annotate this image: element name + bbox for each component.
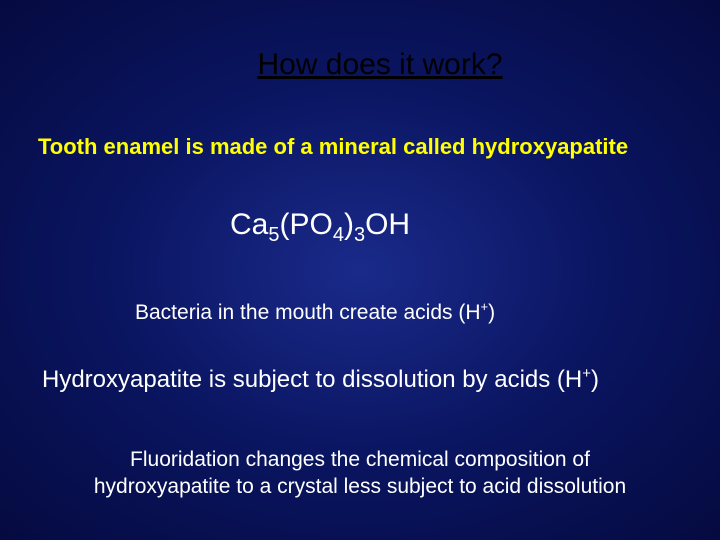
line2-sup: + [481, 299, 489, 314]
fluoridation-statement: Fluoridation changes the chemical compos… [50, 446, 670, 501]
chemical-formula: Ca5(PO4)3OH [230, 208, 690, 247]
line4-b: hydroxyapatite to a crystal less subject… [94, 475, 626, 498]
line3-prefix: Hydroxyapatite is subject to dissolution… [42, 366, 582, 393]
line2-prefix: Bacteria in the mouth create acids (H [135, 301, 481, 324]
formula-sub5: 5 [268, 224, 279, 246]
line4-a: Fluoridation changes the chemical compos… [130, 448, 590, 471]
formula-oh: OH [365, 208, 410, 241]
dissolution-statement: Hydroxyapatite is subject to dissolution… [42, 365, 690, 394]
formula-sub4: 4 [333, 224, 344, 246]
slide-title: How does it work? [70, 48, 690, 82]
slide-container: How does it work? Tooth enamel is made o… [0, 0, 720, 540]
formula-sub3: 3 [354, 224, 365, 246]
formula-po: (PO [279, 208, 332, 241]
formula-ca: Ca [230, 208, 268, 241]
bacteria-statement: Bacteria in the mouth create acids (H+) [135, 299, 690, 325]
line3-suffix: ) [591, 366, 599, 393]
formula-close: ) [344, 208, 354, 241]
line2-suffix: ) [488, 301, 495, 324]
enamel-statement: Tooth enamel is made of a mineral called… [38, 134, 690, 160]
line3-sup: + [582, 365, 591, 382]
